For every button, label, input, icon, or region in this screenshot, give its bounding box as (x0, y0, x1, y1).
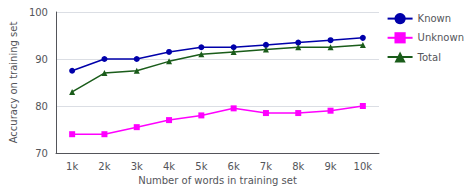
svg-text:5k: 5k (195, 161, 207, 172)
svg-text:Total: Total (417, 52, 441, 63)
svg-text:100: 100 (29, 7, 48, 18)
svg-text:90: 90 (35, 54, 48, 65)
svg-text:7k: 7k (260, 161, 272, 172)
svg-text:10k: 10k (354, 161, 373, 172)
svg-text:9k: 9k (324, 161, 336, 172)
svg-text:1k: 1k (66, 161, 78, 172)
svg-text:Known: Known (418, 13, 452, 24)
svg-text:Unknown: Unknown (418, 32, 464, 43)
svg-text:Accuracy on training set: Accuracy on training set (8, 22, 19, 144)
svg-text:3k: 3k (131, 161, 143, 172)
svg-text:Number of words in training se: Number of words in training set (138, 175, 297, 186)
svg-text:2k: 2k (98, 161, 110, 172)
svg-text:6k: 6k (228, 161, 240, 172)
svg-text:80: 80 (35, 101, 48, 112)
svg-text:70: 70 (35, 148, 48, 159)
svg-text:8k: 8k (292, 161, 304, 172)
svg-text:4k: 4k (163, 161, 175, 172)
